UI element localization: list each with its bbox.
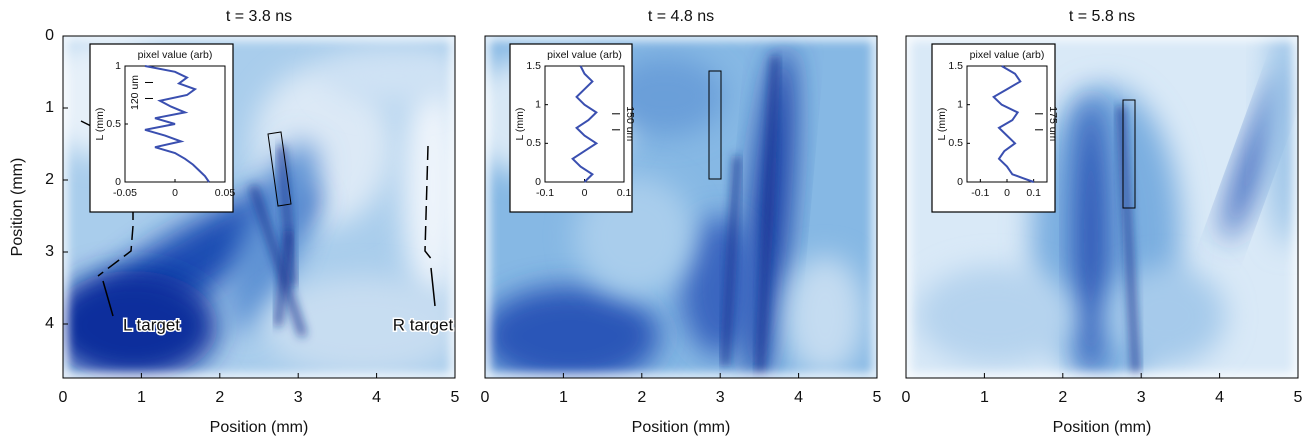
panel-title: t = 4.8 ns bbox=[648, 8, 714, 25]
inset-curve bbox=[992, 65, 1035, 183]
panel-title: t = 3.8 ns bbox=[226, 8, 292, 25]
x-tick-label: 0 bbox=[481, 389, 490, 406]
image-blob bbox=[1106, 266, 1226, 366]
image-streak bbox=[278, 145, 296, 287]
x-tick-label: 5 bbox=[1294, 389, 1303, 406]
image-blob bbox=[228, 141, 318, 331]
x-tick-label: 3 bbox=[1137, 389, 1146, 406]
x-tick-label: 4 bbox=[1215, 389, 1224, 406]
x-tick-label: 0 bbox=[59, 389, 68, 406]
image-blob bbox=[263, 276, 455, 376]
inset-annotation: 175 um bbox=[1047, 106, 1059, 141]
plot-frame bbox=[484, 35, 878, 379]
target-label: L target bbox=[123, 315, 180, 334]
inset-x-tick-label: -0.1 bbox=[971, 187, 989, 199]
region-box bbox=[267, 131, 292, 207]
image-blob bbox=[1266, 36, 1298, 246]
inset-y-tick-label: 1 bbox=[115, 60, 121, 72]
region-box bbox=[708, 70, 722, 180]
inset-x-tick-label: -0.1 bbox=[536, 187, 554, 199]
target-label: R target bbox=[393, 315, 454, 334]
inset-curve bbox=[571, 65, 599, 183]
x-tick-label: 2 bbox=[215, 389, 224, 406]
x-axis-label: Position (mm) bbox=[632, 419, 731, 436]
image-streak bbox=[275, 230, 292, 327]
image-streak bbox=[250, 185, 306, 337]
inset-x-tick-label: -0.05 bbox=[113, 187, 137, 199]
x-tick-label: 5 bbox=[451, 389, 460, 406]
y-tick-label: 0 bbox=[45, 27, 54, 44]
x-tick-label: 5 bbox=[873, 389, 882, 406]
image-blob bbox=[680, 216, 760, 356]
inset-box bbox=[931, 43, 1056, 213]
image-streak bbox=[722, 155, 740, 367]
target-pointer bbox=[102, 267, 436, 317]
panel-title: t = 5.8 ns bbox=[1069, 8, 1135, 25]
inset-y-tick-label: 1.5 bbox=[948, 60, 963, 72]
y-tick-label: 1 bbox=[45, 99, 54, 116]
image-blob bbox=[785, 256, 865, 376]
inset-x-tick-label: 0.05 bbox=[215, 187, 236, 199]
plot-frame bbox=[905, 35, 1299, 379]
x-axis-label: Position (mm) bbox=[210, 419, 309, 436]
inset-annotation: 150 um bbox=[624, 106, 636, 141]
x-tick-label: 3 bbox=[716, 389, 725, 406]
y-tick-label: 3 bbox=[45, 243, 54, 260]
y-tick-label: 2 bbox=[45, 171, 54, 188]
image-blob bbox=[403, 66, 455, 306]
x-tick-label: 1 bbox=[137, 389, 146, 406]
inset-y-tick-label: 0 bbox=[535, 176, 541, 188]
inset-y-tick-label: 0.5 bbox=[106, 118, 121, 130]
inset-x-tick-label: 0.1 bbox=[1026, 187, 1041, 199]
inset-title: pixel value (arb) bbox=[970, 49, 1045, 61]
inset-y-tick-label: 0.5 bbox=[948, 137, 963, 149]
image-streak bbox=[757, 55, 778, 377]
x-axis-label: Position (mm) bbox=[1053, 419, 1152, 436]
inset-y-label: L (mm) bbox=[94, 108, 106, 141]
image-blob bbox=[63, 271, 218, 378]
inset-title: pixel value (arb) bbox=[138, 49, 213, 61]
image-blob bbox=[485, 286, 660, 378]
image-blob bbox=[323, 46, 455, 106]
x-tick-label: 4 bbox=[372, 389, 381, 406]
x-tick-label: 3 bbox=[294, 389, 303, 406]
x-tick-label: 0 bbox=[902, 389, 911, 406]
inset-x-tick-label: 0 bbox=[172, 187, 178, 199]
y-axis-label: Position (mm) bbox=[9, 158, 26, 257]
inset-y-tick-label: 0.5 bbox=[526, 137, 541, 149]
x-tick-label: 1 bbox=[559, 389, 568, 406]
inset-curve bbox=[144, 65, 210, 183]
inset-y-tick-label: 1 bbox=[957, 98, 963, 110]
inset-title: pixel value (arb) bbox=[547, 49, 622, 61]
inset-box bbox=[89, 43, 234, 213]
inset-y-tick-label: 1 bbox=[535, 98, 541, 110]
image-blob bbox=[916, 266, 1076, 366]
x-tick-label: 1 bbox=[980, 389, 989, 406]
plot-frame bbox=[62, 35, 456, 379]
inset-y-tick-label: 0 bbox=[957, 176, 963, 188]
x-tick-label: 2 bbox=[1058, 389, 1067, 406]
inset-y-label: L (mm) bbox=[936, 108, 948, 141]
inset-annotation: 120 um bbox=[129, 75, 141, 110]
x-tick-label: 4 bbox=[794, 389, 803, 406]
y-tick-label: 4 bbox=[45, 315, 54, 332]
inset-box bbox=[509, 43, 633, 213]
inset-x-tick-label: 0 bbox=[582, 187, 588, 199]
image-blob bbox=[605, 56, 725, 136]
image-blob bbox=[1075, 96, 1107, 376]
inset-x-tick-label: 0.1 bbox=[617, 187, 632, 199]
inset-x-tick-label: 0 bbox=[1004, 187, 1010, 199]
inset-y-label: L (mm) bbox=[514, 108, 526, 141]
image bbox=[63, 36, 455, 378]
region-box bbox=[1122, 99, 1136, 209]
inset-y-tick-label: 0 bbox=[115, 176, 121, 188]
inset-y-tick-label: 1.5 bbox=[526, 60, 541, 72]
x-tick-label: 2 bbox=[637, 389, 646, 406]
